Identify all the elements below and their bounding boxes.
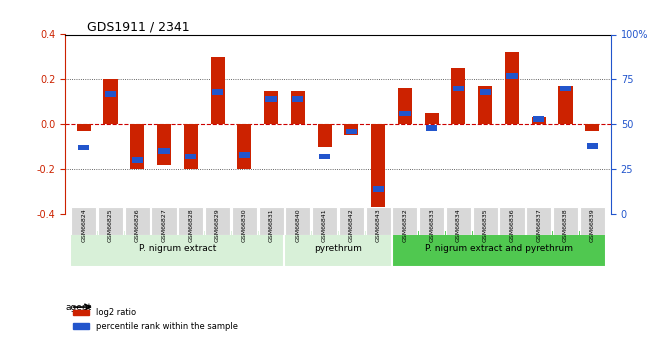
Bar: [424, 113, 439, 124]
FancyBboxPatch shape: [125, 207, 150, 235]
FancyBboxPatch shape: [393, 207, 417, 235]
Text: GSM66833: GSM66833: [429, 208, 434, 242]
Bar: [451, 68, 465, 124]
Text: GSM66837: GSM66837: [536, 208, 541, 242]
Bar: [291, 90, 305, 124]
Bar: [159, 148, 170, 154]
FancyBboxPatch shape: [178, 207, 203, 235]
Text: GSM66841: GSM66841: [322, 208, 327, 242]
FancyBboxPatch shape: [553, 207, 578, 235]
FancyBboxPatch shape: [259, 207, 283, 235]
Bar: [185, 154, 196, 159]
FancyBboxPatch shape: [151, 207, 177, 235]
FancyBboxPatch shape: [285, 207, 311, 235]
FancyBboxPatch shape: [580, 207, 605, 235]
Text: GSM66824: GSM66824: [81, 208, 86, 242]
Text: GDS1911 / 2341: GDS1911 / 2341: [87, 20, 189, 33]
Bar: [587, 143, 598, 149]
Text: GSM66834: GSM66834: [456, 208, 461, 242]
Text: GSM66840: GSM66840: [295, 208, 300, 242]
Text: GSM66826: GSM66826: [135, 208, 140, 242]
Bar: [372, 186, 384, 191]
Bar: [77, 124, 91, 131]
Bar: [560, 86, 571, 91]
Bar: [78, 145, 89, 150]
Bar: [265, 96, 277, 102]
Bar: [371, 124, 385, 209]
Text: GSM66831: GSM66831: [268, 208, 274, 242]
Bar: [292, 96, 304, 102]
Bar: [532, 117, 546, 124]
Bar: [239, 152, 250, 158]
Bar: [533, 116, 544, 122]
FancyBboxPatch shape: [365, 207, 391, 235]
FancyBboxPatch shape: [499, 207, 525, 235]
Text: GSM66830: GSM66830: [242, 208, 247, 242]
FancyBboxPatch shape: [70, 230, 285, 267]
Bar: [319, 154, 330, 159]
Text: pyrethrum: pyrethrum: [314, 244, 362, 253]
Text: GSM66835: GSM66835: [483, 208, 488, 242]
Text: agent: agent: [65, 303, 91, 312]
Bar: [505, 52, 519, 124]
Text: P. nigrum extract: P. nigrum extract: [138, 244, 216, 253]
FancyBboxPatch shape: [232, 207, 257, 235]
Text: P. nigrum extract and pyrethrum: P. nigrum extract and pyrethrum: [424, 244, 573, 253]
Text: GSM66827: GSM66827: [162, 208, 166, 242]
Text: GSM66832: GSM66832: [402, 208, 408, 242]
Legend: log2 ratio, percentile rank within the sample: log2 ratio, percentile rank within the s…: [69, 305, 241, 334]
Bar: [453, 86, 464, 91]
FancyBboxPatch shape: [205, 207, 230, 235]
FancyBboxPatch shape: [98, 207, 123, 235]
Bar: [211, 57, 225, 124]
Bar: [318, 124, 332, 147]
Bar: [585, 124, 599, 131]
Bar: [157, 124, 171, 165]
Bar: [212, 89, 223, 95]
Text: GSM66842: GSM66842: [349, 208, 354, 242]
FancyBboxPatch shape: [285, 230, 391, 267]
Text: GSM66829: GSM66829: [215, 208, 220, 242]
FancyBboxPatch shape: [446, 207, 471, 235]
FancyBboxPatch shape: [391, 230, 606, 267]
Text: GSM66839: GSM66839: [590, 208, 595, 242]
Bar: [346, 129, 357, 134]
Bar: [344, 124, 358, 135]
FancyBboxPatch shape: [339, 207, 364, 235]
FancyBboxPatch shape: [419, 207, 444, 235]
Bar: [480, 89, 491, 95]
Text: GSM66836: GSM66836: [510, 208, 514, 242]
FancyBboxPatch shape: [473, 207, 498, 235]
FancyBboxPatch shape: [71, 207, 96, 235]
Bar: [105, 91, 116, 97]
Bar: [103, 79, 118, 124]
FancyBboxPatch shape: [526, 207, 551, 235]
Bar: [506, 73, 517, 79]
Text: GSM66828: GSM66828: [188, 208, 193, 242]
Bar: [478, 86, 492, 124]
Bar: [558, 86, 573, 124]
Bar: [130, 124, 144, 169]
Bar: [237, 124, 252, 169]
Text: GSM66825: GSM66825: [108, 208, 113, 242]
Bar: [132, 157, 143, 163]
Text: GSM66838: GSM66838: [563, 208, 568, 242]
Bar: [264, 90, 278, 124]
Bar: [184, 124, 198, 169]
Bar: [399, 111, 411, 116]
Bar: [426, 125, 437, 131]
Bar: [398, 88, 412, 124]
Text: GSM66843: GSM66843: [376, 208, 381, 242]
FancyBboxPatch shape: [312, 207, 337, 235]
